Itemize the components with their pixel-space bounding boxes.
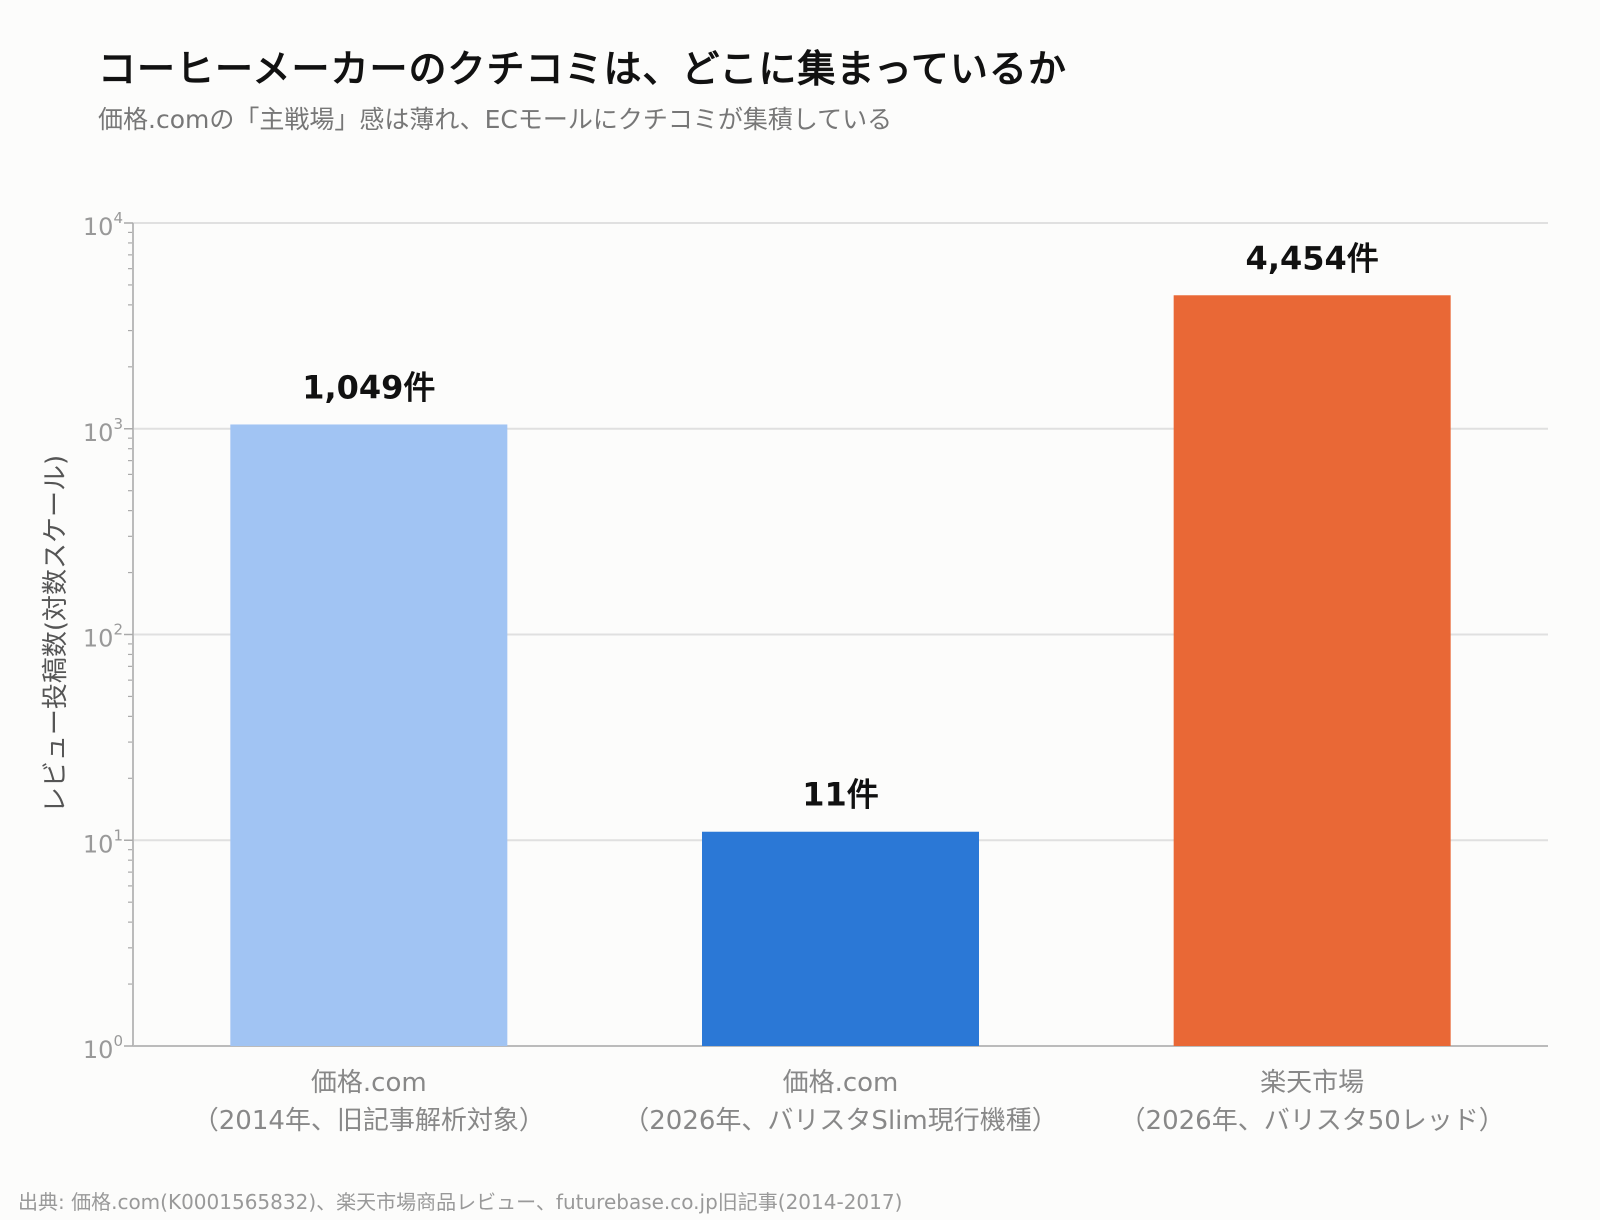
x-category-label: 価格.com [783, 1068, 899, 1098]
data-label: 11件 [802, 776, 879, 814]
x-category-sublabel: （2026年、バリスタ50レッド） [1120, 1106, 1505, 1136]
data-label: 4,454件 [1246, 239, 1379, 277]
chart-title: コーヒーメーカーのクチコミは、どこに集まっているか [98, 47, 1067, 91]
bar [230, 424, 508, 1046]
bar [702, 831, 979, 1046]
y-tick-label: 100 [83, 1032, 123, 1064]
y-tick-label: 104 [83, 209, 123, 241]
chart-subtitle: 価格.comの「主戦場」感は薄れ、ECモールにクチコミが集積している [98, 105, 893, 134]
y-tick-label: 102 [83, 621, 123, 653]
y-axis-label: レビュー投稿数(対数スケール) [41, 455, 71, 813]
x-category-sublabel: （2014年、旧記事解析対象） [193, 1106, 545, 1136]
x-category-label: 楽天市場 [1260, 1068, 1364, 1098]
y-tick-label: 103 [83, 415, 123, 447]
x-category-label: 価格.com [311, 1068, 427, 1098]
y-tick-label: 101 [83, 826, 123, 858]
bar [1173, 295, 1451, 1046]
x-category-sublabel: （2026年、バリスタSlim現行機種） [623, 1106, 1057, 1136]
data-label: 1,049件 [302, 368, 435, 406]
source-note: 出典: 価格.com(K0001565832)、楽天市場商品レビュー、futur… [18, 1190, 903, 1214]
